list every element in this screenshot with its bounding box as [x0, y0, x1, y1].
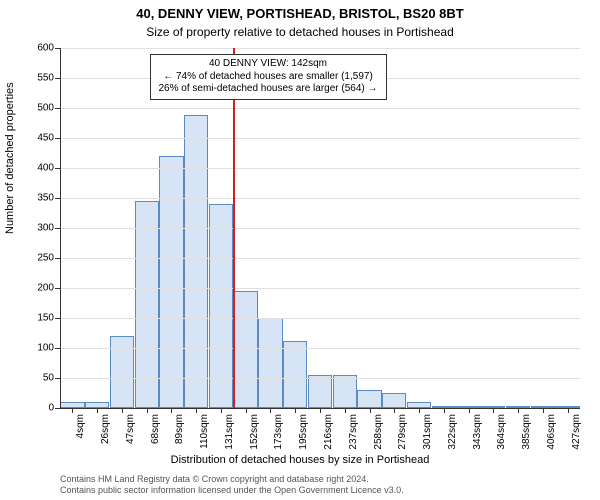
- xtick-mark: [543, 408, 544, 413]
- x-axis-label: Distribution of detached houses by size …: [0, 454, 600, 466]
- ytick-label: 0: [48, 403, 54, 414]
- xtick-label: 343sqm: [472, 414, 483, 450]
- bar: [308, 375, 332, 408]
- ytick-label: 300: [37, 223, 54, 234]
- gridline: [60, 138, 580, 139]
- xtick-label: 258sqm: [373, 414, 384, 450]
- bar: [357, 390, 381, 408]
- y-axis: [60, 48, 61, 408]
- ytick-label: 200: [37, 283, 54, 294]
- ytick-label: 250: [37, 253, 54, 264]
- gridline: [60, 318, 580, 319]
- annotation-line: 26% of semi-detached houses are larger (…: [159, 83, 378, 96]
- bar: [234, 291, 258, 408]
- xtick-label: 427sqm: [571, 414, 582, 450]
- bar: [184, 115, 208, 408]
- xtick-mark: [246, 408, 247, 413]
- xtick-mark: [493, 408, 494, 413]
- gridline: [60, 198, 580, 199]
- gridline: [60, 378, 580, 379]
- xtick-mark: [97, 408, 98, 413]
- xtick-mark: [370, 408, 371, 413]
- xtick-label: 322sqm: [447, 414, 458, 450]
- footer-line-1: Contains HM Land Registry data © Crown c…: [60, 474, 592, 485]
- gridline: [60, 258, 580, 259]
- xtick-label: 279sqm: [397, 414, 408, 450]
- xtick-label: 195sqm: [298, 414, 309, 450]
- xtick-label: 68sqm: [150, 414, 161, 444]
- xtick-mark: [122, 408, 123, 413]
- gridline: [60, 288, 580, 289]
- xtick-label: 110sqm: [199, 414, 210, 449]
- xtick-mark: [72, 408, 73, 413]
- y-axis-label: Number of detached properties: [4, 82, 16, 234]
- xtick-mark: [518, 408, 519, 413]
- xtick-mark: [295, 408, 296, 413]
- xtick-mark: [394, 408, 395, 413]
- annotation-line: 40 DENNY VIEW: 142sqm: [159, 58, 378, 71]
- xtick-mark: [419, 408, 420, 413]
- ytick-label: 400: [37, 163, 54, 174]
- xtick-label: 47sqm: [125, 414, 136, 444]
- xtick-mark: [345, 408, 346, 413]
- xtick-label: 173sqm: [273, 414, 284, 450]
- ytick-label: 500: [37, 103, 54, 114]
- xtick-mark: [196, 408, 197, 413]
- ytick-label: 150: [37, 313, 54, 324]
- bar: [382, 393, 406, 408]
- ytick-label: 100: [37, 343, 54, 354]
- xtick-label: 406sqm: [546, 414, 557, 450]
- bar: [159, 156, 183, 408]
- xtick-mark: [171, 408, 172, 413]
- annotation-box: 40 DENNY VIEW: 142sqm← 74% of detached h…: [150, 54, 387, 100]
- xtick-mark: [270, 408, 271, 413]
- xtick-mark: [320, 408, 321, 413]
- xtick-mark: [469, 408, 470, 413]
- xtick-mark: [147, 408, 148, 413]
- gridline: [60, 108, 580, 109]
- ytick-label: 550: [37, 73, 54, 84]
- xtick-mark: [221, 408, 222, 413]
- bar: [258, 318, 282, 408]
- bar: [333, 375, 357, 408]
- xtick-label: 385sqm: [521, 414, 532, 450]
- xtick-label: 152sqm: [249, 414, 260, 450]
- gridline: [60, 48, 580, 49]
- annotation-line: ← 74% of detached houses are smaller (1,…: [159, 71, 378, 84]
- ytick-label: 450: [37, 133, 54, 144]
- chart-title: 40, DENNY VIEW, PORTISHEAD, BRISTOL, BS2…: [0, 6, 600, 21]
- xtick-label: 89sqm: [174, 414, 185, 444]
- bar: [135, 201, 159, 408]
- xtick-label: 364sqm: [496, 414, 507, 450]
- ytick-label: 600: [37, 43, 54, 54]
- marker-line: [233, 48, 235, 408]
- bar: [283, 341, 307, 408]
- xtick-label: 26sqm: [100, 414, 111, 444]
- plot-area: 0501001502002503003504004505005506004sqm…: [60, 48, 580, 408]
- xtick-label: 237sqm: [348, 414, 359, 450]
- gridline: [60, 348, 580, 349]
- ytick-label: 50: [43, 373, 54, 384]
- xtick-label: 4sqm: [75, 414, 86, 438]
- xtick-mark: [568, 408, 569, 413]
- xtick-mark: [444, 408, 445, 413]
- xtick-label: 131sqm: [224, 414, 235, 450]
- bar: [110, 336, 134, 408]
- footer-line-2: Contains public sector information licen…: [60, 485, 592, 496]
- xtick-label: 216sqm: [323, 414, 334, 450]
- ytick-label: 350: [37, 193, 54, 204]
- chart-subtitle: Size of property relative to detached ho…: [0, 25, 600, 39]
- gridline: [60, 228, 580, 229]
- xtick-label: 301sqm: [422, 414, 433, 450]
- footer-attribution: Contains HM Land Registry data © Crown c…: [60, 474, 592, 497]
- gridline: [60, 168, 580, 169]
